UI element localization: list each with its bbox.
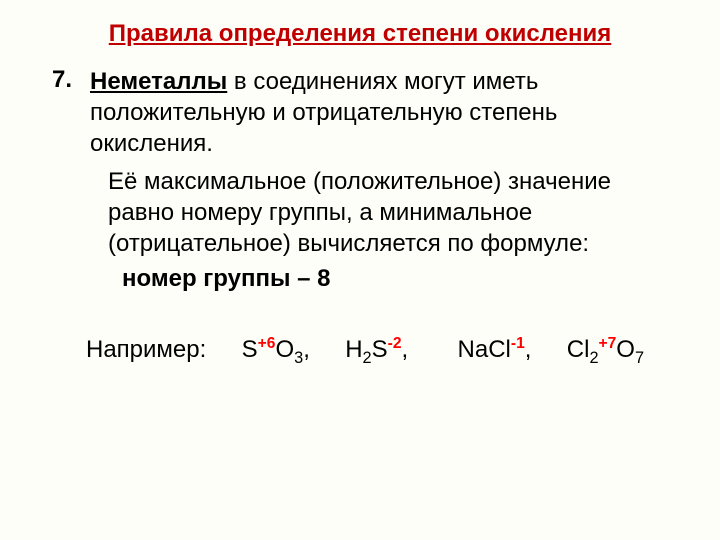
formula-4: Cl2+7O7 [567, 336, 644, 363]
formula-1: S+6O3, [242, 336, 310, 363]
example-label: Например: [86, 336, 206, 363]
rule-leading-word: Неметаллы [90, 68, 227, 95]
f1-post-base: O [275, 336, 294, 363]
f4-pre: Cl [567, 336, 590, 363]
f3-ox: -1 [511, 335, 525, 352]
title-text: Правила определения степени окисления [109, 20, 612, 47]
f1-trail: , [303, 336, 310, 363]
f4-pre-sub: 2 [589, 349, 598, 367]
f3-trail: , [525, 336, 532, 363]
f2-mid: S [372, 336, 388, 363]
f1-post-sub: 3 [294, 349, 303, 367]
f3-pre: NaCl [458, 336, 511, 363]
rule-number: 7. [40, 66, 90, 160]
f2-pre: H [345, 336, 362, 363]
rule-text: Неметаллы в соединениях могут иметь поло… [90, 66, 680, 160]
formula-line: номер группы – 8 [40, 265, 680, 293]
f4-post-sub: 7 [635, 349, 644, 367]
f2-trail: , [402, 336, 409, 363]
continuation-text: Её максимальное (положительное) значение… [40, 166, 680, 260]
formula-2: H2S-2, [345, 336, 408, 363]
f2-ox: -2 [388, 335, 402, 352]
f1-pre: S [242, 336, 258, 363]
f4-ox: +7 [599, 335, 617, 352]
slide-title: Правила определения степени окисления [40, 20, 680, 48]
f2-pre-sub: 2 [363, 349, 372, 367]
formula-3: NaCl-1, [458, 336, 532, 363]
example-line: Например: S+6O3, H2S-2, NaCl-1, Cl2+7O7 [40, 335, 680, 368]
rule-block: 7. Неметаллы в соединениях могут иметь п… [40, 66, 680, 160]
f4-post-base: O [616, 336, 635, 363]
f1-ox: +6 [258, 335, 276, 352]
